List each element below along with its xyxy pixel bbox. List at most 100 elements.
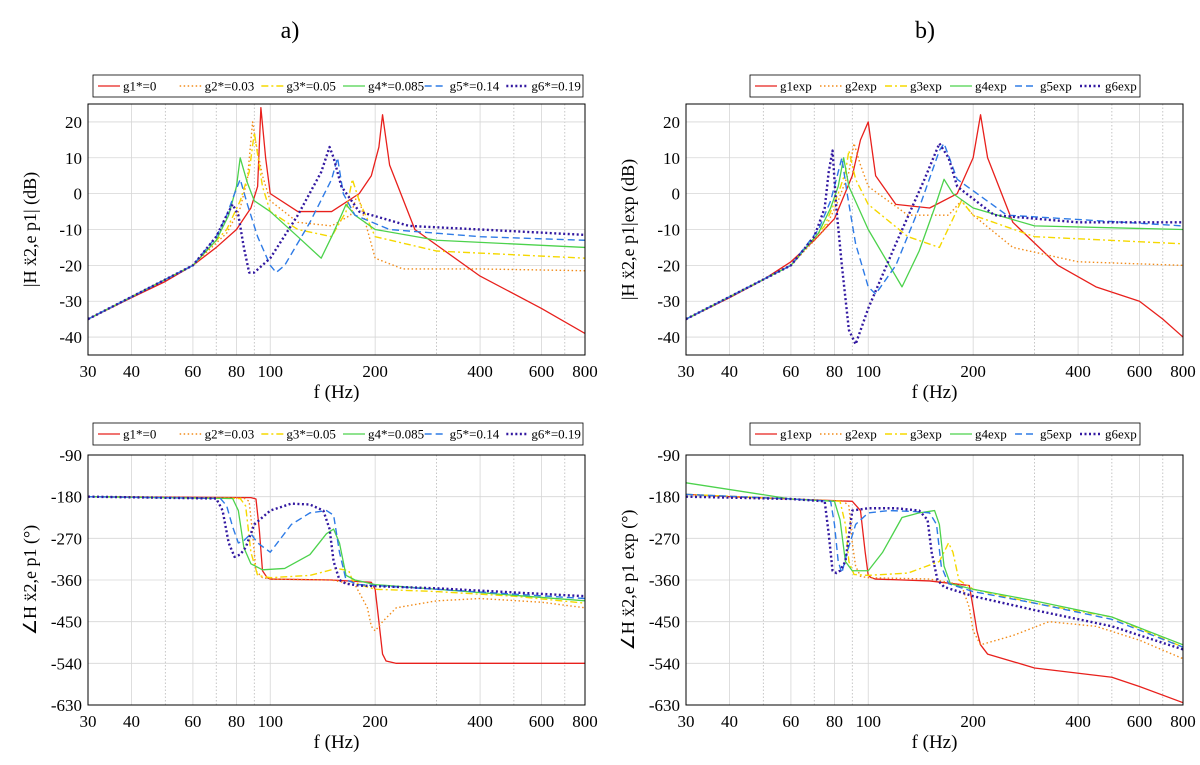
y-tick-label: -90: [59, 446, 82, 465]
series-line-g3: [88, 495, 585, 604]
axes-frame: [685, 103, 1184, 356]
y-tick-label: 20: [663, 113, 680, 132]
series-line-g4: [88, 157, 585, 320]
x-tick-label: 800: [572, 362, 598, 381]
legend-label-g4: g4*=0.085: [368, 427, 424, 442]
y-tick-label: -360: [51, 571, 82, 590]
legend-label-g1: g1exp: [780, 79, 812, 94]
x-axis-label: f (Hz): [912, 732, 958, 753]
y-tick-label: -270: [649, 529, 680, 548]
chart-phase-exp: 30 40 60 80 100 200 400 600 800 -90 -180 -270 -360 -4…: [618, 422, 1196, 753]
legend-label-g1: g1exp: [780, 427, 812, 442]
series-layer: [88, 106, 585, 335]
series-layer: [686, 482, 1183, 704]
legend: g1exp g2exp g3exp g4exp g5exp g6exp: [749, 74, 1141, 98]
legend-box: [92, 74, 584, 98]
y-tick-label: -630: [649, 696, 680, 715]
series-line-g3: [686, 149, 1183, 320]
legend-label-g3: g3*=0.05: [286, 79, 336, 94]
legend-label-g6: g6exp: [1105, 427, 1137, 442]
legend-label-g6: g6*=0.19: [531, 427, 581, 442]
y-tick-label: -180: [51, 488, 82, 507]
legend-label-g5: g5exp: [1040, 79, 1072, 94]
legend-label-g2: g2exp: [845, 427, 877, 442]
x-tick-label: 400: [467, 362, 493, 381]
chart-phase-sim: 30 40 60 80 100 200 400 600 800 -90 -180 -270 -360 -4…: [20, 422, 598, 753]
legend-label-g6: g6exp: [1105, 79, 1137, 94]
legend-label-g1: g1*=0: [123, 79, 156, 94]
x-tick-label: 200: [960, 362, 986, 381]
y-tick-label: 0: [74, 185, 83, 204]
x-axis-label: f (Hz): [314, 382, 360, 403]
x-tick-label: 60: [782, 362, 799, 381]
x-tick-label: 30: [678, 362, 695, 381]
legend-label-g3: g3*=0.05: [286, 427, 336, 442]
legend-label-g4: g4*=0.085: [368, 79, 424, 94]
series-line-g1: [686, 493, 1183, 704]
y-tick-label: -40: [59, 328, 82, 347]
y-tick-label: -20: [59, 256, 82, 275]
y-tick-label: -40: [657, 328, 680, 347]
y-tick-label: -360: [649, 571, 680, 590]
chart-mag-sim: 30 40 60 80 100 200 400 600 80020100-10-20-30-40…: [20, 74, 598, 403]
x-tick-label: 40: [721, 362, 738, 381]
x-tick-label: 600: [529, 362, 555, 381]
x-tick-label: 600: [529, 712, 555, 731]
series-line-g3: [88, 131, 585, 320]
series-line-g4: [686, 482, 1183, 646]
series-line-g4: [686, 157, 1183, 320]
chart-mag-exp: 30 40 60 80 100 200 400 600 80020100-10-20-30-40…: [618, 74, 1196, 403]
charts-layer: 30 40 60 80 100 200 400 600 80020100-10-20-30-40…: [20, 74, 1196, 753]
y-tick-label: -30: [657, 292, 680, 311]
x-tick-label: 800: [572, 712, 598, 731]
y-tick-label: -630: [51, 696, 82, 715]
y-tick-label: -540: [51, 654, 82, 673]
x-tick-label: 600: [1127, 712, 1153, 731]
legend-box: [92, 422, 584, 446]
x-tick-label: 400: [467, 712, 493, 731]
x-tick-label: 800: [1170, 362, 1196, 381]
x-tick-label: 100: [257, 712, 283, 731]
series-line-g6: [686, 142, 1183, 346]
legend-label-g2: g2*=0.03: [205, 79, 255, 94]
panel-a-label: a): [281, 18, 300, 44]
legend-box: [749, 74, 1141, 98]
legend-label-g4: g4exp: [975, 79, 1007, 94]
legend-label-g5: g5*=0.14: [450, 79, 500, 94]
series-line-g6: [686, 495, 1183, 651]
y-tick-label: -540: [649, 654, 680, 673]
y-tick-label: -30: [59, 292, 82, 311]
series-line-g3: [686, 493, 1183, 648]
legend-label-g3: g3exp: [910, 427, 942, 442]
series-line-g1: [88, 106, 585, 335]
series-line-g5: [686, 493, 1183, 648]
x-tick-label: 100: [855, 362, 881, 381]
y-tick-label: -450: [649, 613, 680, 632]
x-tick-label: 40: [123, 712, 140, 731]
legend: g1exp g2exp g3exp g4exp g5exp g6exp: [749, 422, 1141, 446]
x-tick-label: 400: [1065, 712, 1091, 731]
legend-label-g3: g3exp: [910, 79, 942, 94]
y-tick-label: -10: [59, 221, 82, 240]
y-tick-label: 10: [65, 149, 82, 168]
y-tick-label: 0: [672, 185, 681, 204]
y-axis-label: ∠H ẍ2,e p1 exp (°): [618, 510, 639, 651]
legend-label-g5: g5*=0.14: [450, 427, 500, 442]
x-tick-label: 30: [80, 362, 97, 381]
x-tick-label: 60: [782, 712, 799, 731]
x-tick-label: 800: [1170, 712, 1196, 731]
x-tick-label: 80: [826, 712, 843, 731]
legend-label-g1: g1*=0: [123, 427, 156, 442]
legend-label-g4: g4exp: [975, 427, 1007, 442]
legend: g1*=0 g2*=0.03 g3*=0.05 g4*=0.085 g5*=0.14 g6…: [92, 422, 584, 446]
series-line-g5: [88, 495, 585, 600]
legend-box: [749, 422, 1141, 446]
y-tick-label: -10: [657, 221, 680, 240]
x-tick-label: 40: [721, 712, 738, 731]
x-axis-label: f (Hz): [314, 732, 360, 753]
x-tick-label: 600: [1127, 362, 1153, 381]
x-tick-label: 200: [362, 362, 388, 381]
series-layer: [686, 114, 1183, 346]
